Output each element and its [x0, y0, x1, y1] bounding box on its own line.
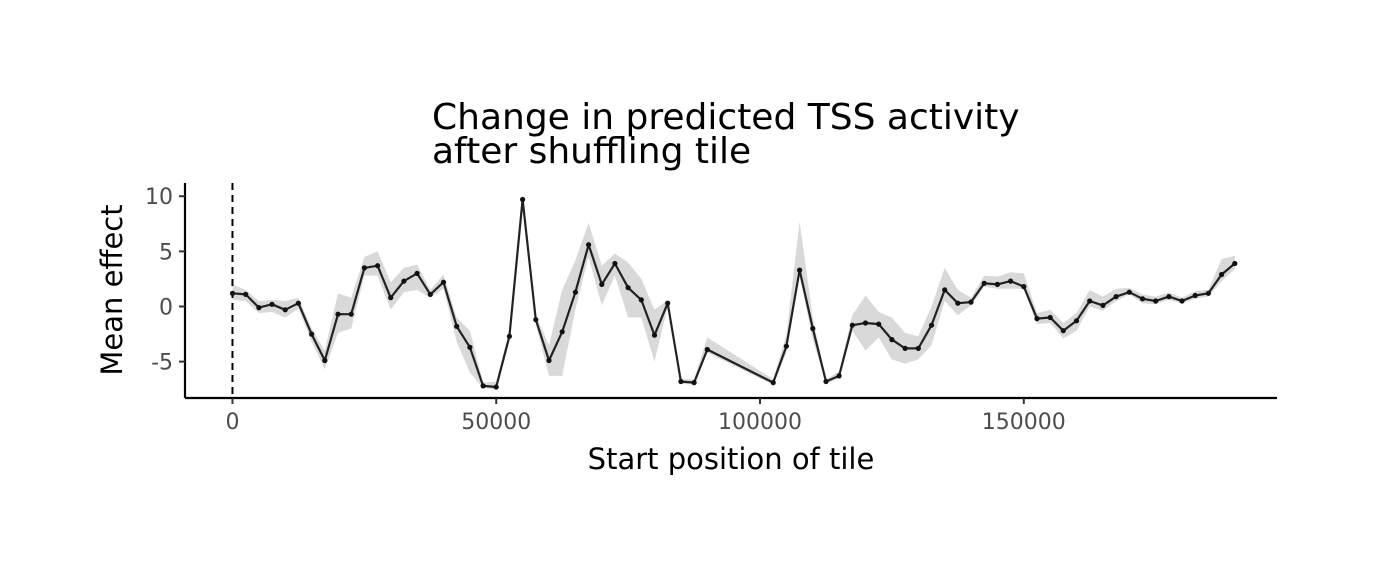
data-point	[1008, 278, 1014, 284]
chart-title: Change in predicted TSS activity after s…	[432, 97, 1020, 172]
data-point	[533, 317, 539, 323]
data-point	[981, 280, 987, 286]
data-point	[1126, 289, 1132, 295]
y-axis-ticks: -5 0 5 10	[145, 185, 185, 376]
data-point	[678, 378, 684, 385]
y-tick-label: 0	[159, 295, 173, 320]
data-point	[1073, 318, 1080, 324]
data-point	[876, 321, 882, 327]
data-point	[704, 346, 710, 353]
data-point	[1034, 316, 1040, 322]
y-axis-title: Mean effect	[95, 204, 129, 375]
data-point	[480, 383, 486, 389]
x-tick-label: 50000	[461, 410, 531, 435]
data-point	[783, 343, 790, 349]
data-point	[1166, 294, 1172, 300]
data-point	[269, 301, 275, 307]
data-point	[414, 270, 420, 276]
y-tick-label: -5	[151, 351, 173, 376]
data-point	[942, 287, 948, 293]
x-axis-title: Start position of tile	[588, 442, 875, 476]
data-point	[836, 373, 842, 379]
data-point	[902, 345, 908, 351]
data-point	[770, 380, 776, 386]
data-point	[810, 325, 816, 332]
data-point	[612, 260, 618, 267]
data-point	[375, 263, 381, 269]
chart-title-line-2: after shuffling tile	[432, 131, 751, 172]
data-point	[1021, 284, 1027, 290]
data-point	[599, 281, 605, 287]
data-point	[506, 333, 512, 339]
data-point	[440, 279, 447, 285]
data-point	[546, 357, 552, 364]
data-point	[467, 344, 473, 350]
data-point	[691, 380, 697, 386]
data-point	[1113, 294, 1119, 300]
data-point	[1060, 328, 1066, 334]
data-point	[915, 345, 921, 351]
data-point	[309, 331, 315, 337]
data-point	[322, 357, 328, 364]
data-point	[823, 378, 829, 385]
data-point	[665, 300, 671, 306]
plot-area	[229, 183, 1238, 398]
data-point	[1047, 314, 1053, 321]
x-tick-label: 0	[225, 410, 239, 435]
confidence-ribbon	[232, 195, 1235, 390]
data-point	[520, 196, 526, 203]
data-point	[295, 300, 301, 306]
data-point	[243, 291, 249, 297]
data-point	[388, 295, 394, 301]
data-point	[797, 267, 803, 273]
data-point	[1087, 298, 1093, 304]
data-point	[1139, 296, 1146, 302]
x-axis-ticks: 0 50000 100000 150000	[225, 398, 1066, 435]
data-point	[638, 297, 644, 303]
y-tick-label: 5	[159, 240, 173, 265]
data-point	[229, 290, 236, 296]
data-point	[651, 332, 658, 338]
data-point	[348, 311, 354, 317]
data-point	[335, 311, 341, 317]
data-point	[862, 320, 869, 326]
data-point	[454, 323, 460, 329]
data-point	[282, 307, 288, 313]
data-point	[1192, 292, 1198, 299]
y-tick-label: 10	[145, 185, 173, 210]
data-point	[1100, 302, 1106, 308]
data-points	[229, 196, 1238, 390]
data-point	[427, 291, 433, 297]
data-point	[1205, 290, 1211, 296]
data-point	[928, 322, 935, 328]
data-point	[994, 281, 1001, 287]
data-point	[1219, 271, 1225, 278]
chart-title-line-1: Change in predicted TSS activity	[432, 97, 1020, 138]
data-point	[1179, 298, 1185, 304]
data-point	[955, 300, 961, 306]
data-point	[401, 278, 407, 284]
data-point	[625, 285, 631, 291]
data-point	[586, 242, 592, 248]
data-point	[361, 265, 367, 271]
data-point	[1153, 298, 1159, 304]
data-point	[559, 329, 565, 335]
data-point	[256, 305, 262, 311]
data-point	[572, 289, 579, 295]
data-point	[849, 322, 855, 328]
data-point	[493, 384, 499, 390]
data-point	[968, 299, 974, 305]
data-point	[889, 337, 895, 343]
x-tick-label: 100000	[718, 410, 802, 435]
data-point	[1232, 260, 1238, 267]
x-tick-label: 150000	[982, 410, 1066, 435]
